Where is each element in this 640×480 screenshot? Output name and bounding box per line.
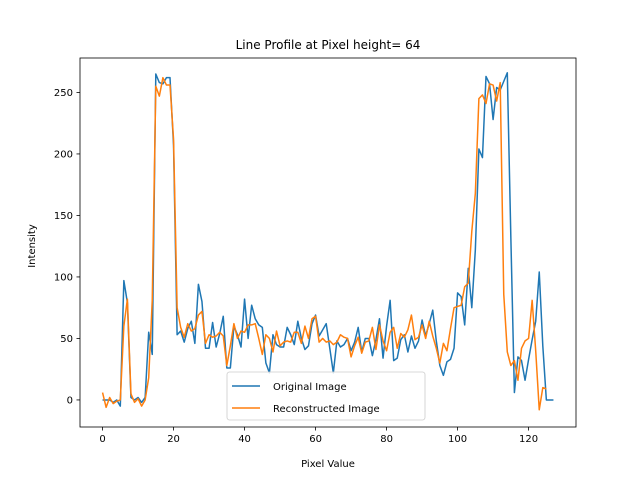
x-tick-label: 120 <box>519 434 538 445</box>
x-tick-label: 100 <box>448 434 467 445</box>
y-tick-label: 200 <box>54 149 73 160</box>
x-tick-label: 40 <box>238 434 251 445</box>
series-line-1 <box>101 76 547 411</box>
axes-frame <box>79 57 577 428</box>
legend-box <box>226 371 426 421</box>
plot-area: 0 20 40 60 80 100 120 0 50 100 150 200 250 <box>54 57 577 445</box>
y-tick-label: 100 <box>54 272 73 283</box>
legend-label-0: Original Image <box>273 382 347 393</box>
x-tick-label: 0 <box>99 434 105 445</box>
x-tick-label: 60 <box>309 434 322 445</box>
y-tick-label: 250 <box>54 88 73 99</box>
y-axis-label: Intensity <box>27 224 38 268</box>
y-tick-label: 0 <box>67 395 73 406</box>
y-tick-label: 50 <box>60 334 73 345</box>
x-tick-label: 20 <box>167 434 180 445</box>
x-axis-label: Pixel Value <box>301 459 355 470</box>
y-tick-label: 150 <box>54 211 73 222</box>
series-line-0 <box>102 72 554 407</box>
x-tick-label: 80 <box>380 434 393 445</box>
legend: Original Image Reconstructed Image <box>226 371 426 421</box>
chart-title: Line Profile at Pixel height= 64 <box>236 38 421 52</box>
legend-label-1: Reconstructed Image <box>273 404 380 415</box>
